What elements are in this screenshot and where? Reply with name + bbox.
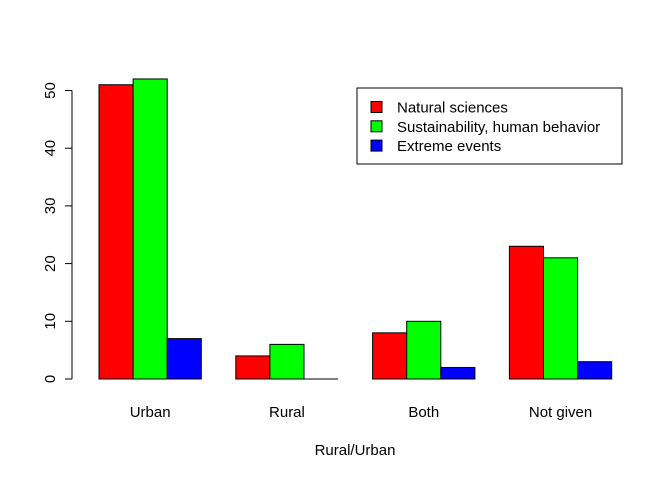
bars-group [98, 78, 613, 380]
legend-label: Natural sciences [397, 100, 508, 117]
legend-swatch [370, 101, 383, 113]
legend: Natural sciences Sustainability, human be… [356, 87, 623, 165]
x-tick-label: Urban [130, 404, 171, 421]
bar [543, 257, 579, 380]
y-tick-label: 50 [42, 82, 59, 99]
y-tick-label: 30 [42, 198, 59, 215]
x-axis-labels: Urban Rural Both Not given [130, 404, 593, 421]
y-tick-label: 10 [42, 313, 59, 330]
x-tick-label: Both [408, 404, 439, 421]
legend-label: Sustainability, human behavior [397, 119, 600, 136]
bar [440, 366, 476, 380]
legend-swatch [370, 120, 383, 133]
bar [235, 355, 271, 380]
x-axis-title: Rural/Urban [315, 442, 396, 459]
y-tick-label: 40 [42, 140, 59, 157]
bar [132, 78, 168, 380]
legend-box [356, 87, 623, 165]
bar [508, 245, 544, 380]
y-tick-label: 20 [42, 255, 59, 272]
x-tick-label: Rural [269, 404, 305, 421]
bar [372, 332, 408, 380]
y-axis: 0 10 20 30 40 50 [42, 82, 73, 383]
bar [406, 320, 442, 380]
bar [577, 361, 613, 380]
legend-label: Extreme events [397, 138, 501, 155]
bar [166, 338, 202, 380]
legend-swatch [370, 139, 383, 152]
bar [269, 343, 305, 380]
bar [98, 84, 134, 380]
y-tick-label: 0 [42, 375, 59, 383]
x-tick-label: Not given [529, 404, 592, 421]
